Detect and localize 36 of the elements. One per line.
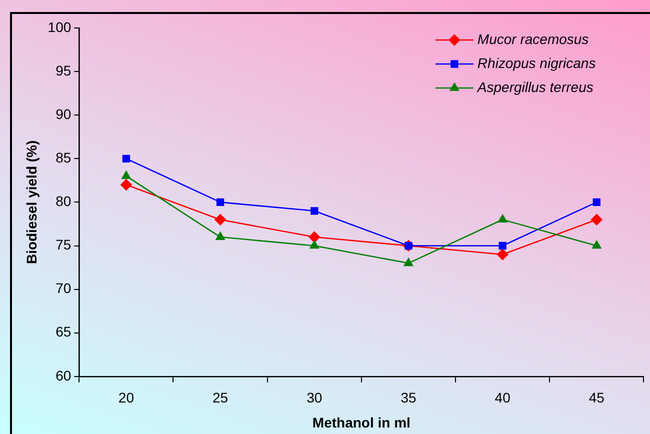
x-tick-label: 25	[212, 390, 228, 406]
x-tick-label: 30	[306, 390, 322, 406]
y-tick-label: 60	[56, 367, 72, 384]
y-tick-label: 90	[56, 106, 72, 122]
point	[214, 214, 226, 226]
y-tick-label: 100	[48, 18, 72, 35]
y-axis-title: Biodiesel yield (%)	[23, 140, 40, 264]
y-tick-label: 85	[56, 150, 72, 166]
y-tick-label: 70	[56, 280, 72, 296]
x-tick-label: 20	[118, 390, 134, 406]
y-tick-label: 75	[56, 236, 72, 253]
y-tick-label: 65	[56, 324, 72, 340]
point	[592, 198, 600, 206]
point	[404, 258, 414, 266]
point	[122, 154, 130, 162]
x-tick-label: 40	[494, 390, 511, 406]
y-tick-label: 95	[56, 62, 72, 78]
point	[498, 242, 506, 250]
x-tick-label: 45	[588, 390, 605, 406]
legend-label: Rhizopus nigricans	[477, 54, 596, 71]
point	[122, 170, 131, 179]
legend-label: Mucor racemosus	[477, 30, 589, 47]
point	[308, 231, 320, 243]
x-tick-label: 35	[400, 390, 416, 406]
point	[592, 240, 602, 249]
point	[498, 214, 508, 223]
point	[496, 248, 508, 260]
point	[310, 240, 319, 249]
point	[591, 214, 602, 226]
legend-label: Aspergillus terreus	[476, 78, 594, 95]
point	[216, 232, 225, 240]
point	[310, 207, 318, 215]
point	[120, 179, 132, 190]
x-axis-title: Methanol in ml	[312, 414, 410, 430]
point	[216, 198, 224, 206]
y-tick-label: 80	[56, 193, 72, 210]
